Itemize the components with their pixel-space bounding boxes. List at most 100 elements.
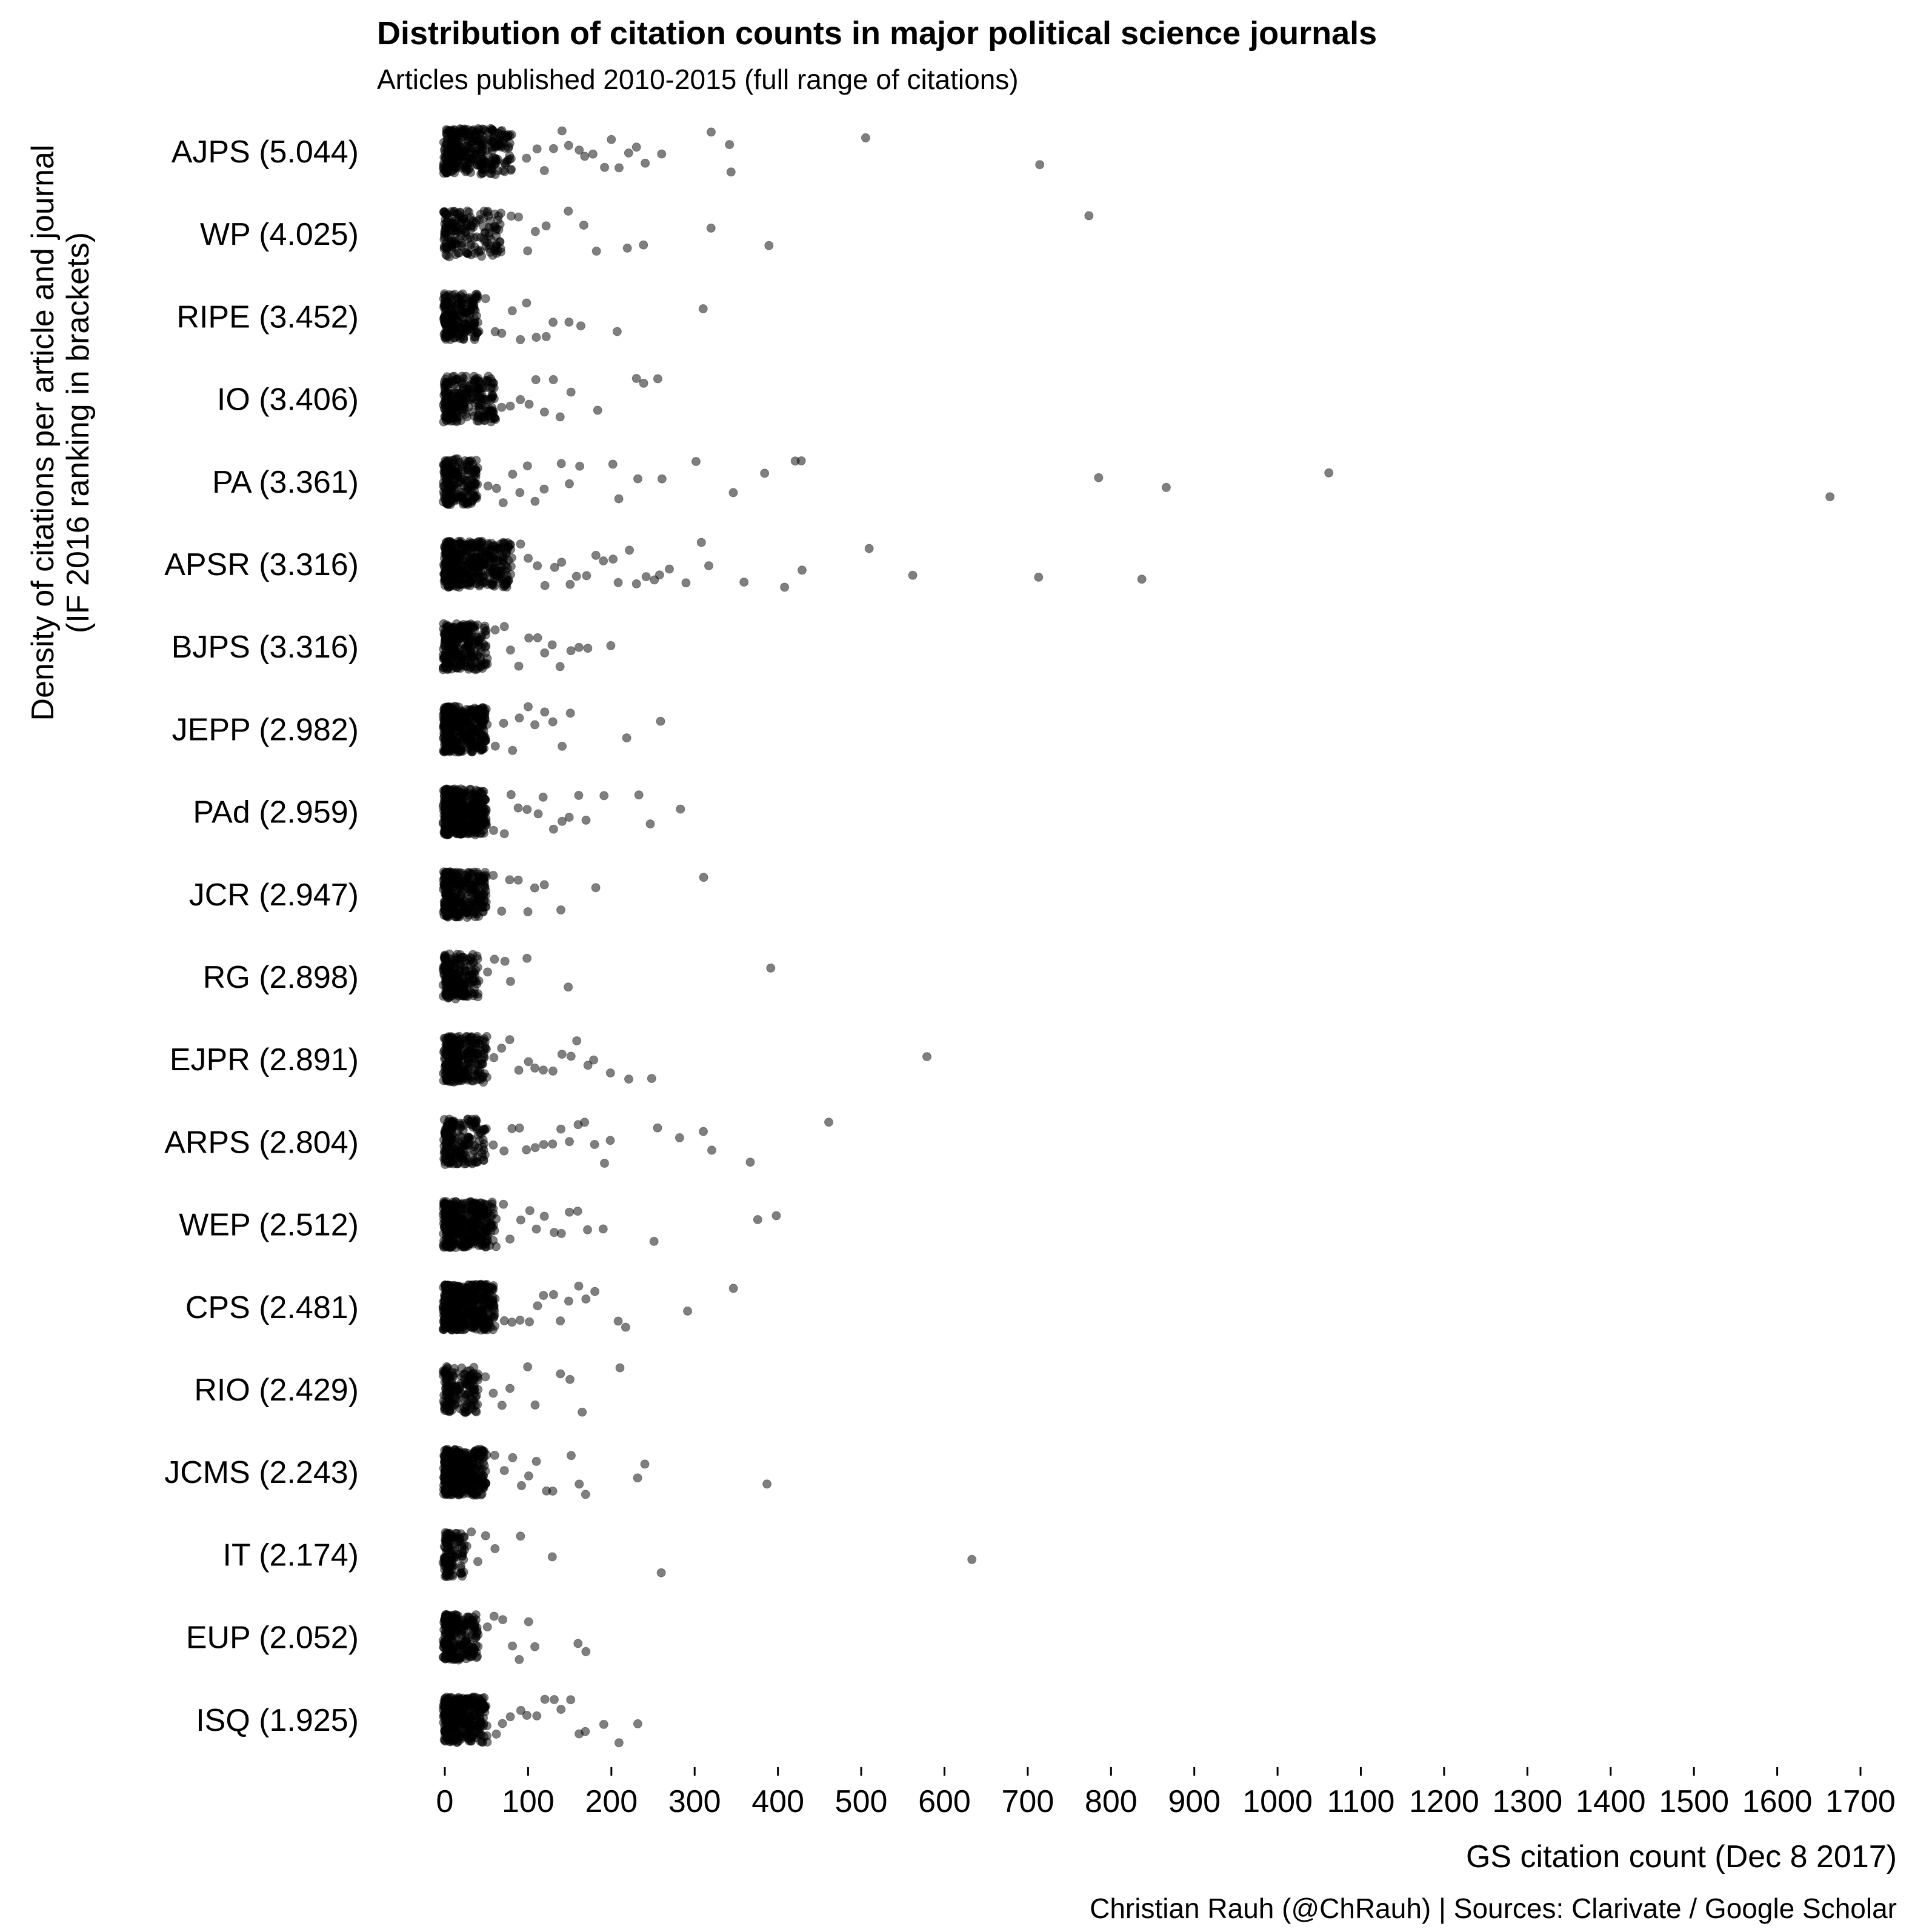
data-point — [550, 562, 559, 572]
data-point — [443, 665, 453, 675]
data-point — [606, 641, 616, 650]
data-point — [612, 327, 622, 336]
data-point — [576, 321, 585, 331]
data-point — [613, 1316, 623, 1326]
data-point — [641, 572, 651, 582]
data-point — [471, 465, 481, 475]
data-point — [500, 956, 510, 966]
data-point — [464, 1141, 473, 1150]
data-point — [631, 142, 641, 152]
data-point — [488, 1140, 498, 1150]
data-point — [613, 578, 623, 587]
data-point — [501, 130, 510, 140]
data-point — [449, 333, 459, 342]
data-point — [448, 308, 458, 318]
data-point — [455, 1381, 465, 1391]
data-point — [476, 1290, 486, 1299]
data-point — [556, 1369, 565, 1379]
data-point — [439, 1390, 449, 1400]
data-point — [564, 1296, 573, 1306]
data-point — [1084, 211, 1094, 221]
data-point — [780, 582, 790, 592]
data-point — [442, 801, 452, 811]
data-point — [449, 906, 459, 916]
data-point — [513, 803, 523, 813]
data-point — [450, 1215, 460, 1225]
data-point — [522, 298, 531, 308]
data-point — [507, 1124, 517, 1133]
data-point — [505, 1035, 515, 1045]
data-point — [439, 168, 448, 178]
data-point — [499, 1146, 509, 1156]
data-point — [447, 636, 457, 645]
data-point — [824, 1118, 833, 1127]
data-point — [565, 1374, 575, 1384]
data-point — [449, 237, 459, 247]
data-point — [474, 1241, 484, 1250]
data-point — [442, 331, 451, 341]
data-point — [439, 1200, 448, 1210]
data-point — [469, 154, 479, 164]
data-point — [471, 558, 481, 567]
data-point — [565, 708, 575, 718]
data-point — [461, 572, 471, 582]
data-point — [440, 869, 449, 879]
data-point — [461, 167, 470, 176]
data-point — [556, 1124, 565, 1134]
data-point — [470, 976, 479, 985]
data-point — [478, 809, 488, 819]
data-point — [447, 389, 456, 398]
data-point — [478, 721, 487, 730]
data-point — [530, 1063, 540, 1073]
data-point — [548, 1139, 558, 1149]
data-point — [471, 1391, 481, 1401]
data-point — [505, 540, 515, 549]
data-point — [446, 161, 456, 171]
data-point — [533, 561, 542, 571]
data-point — [564, 206, 573, 216]
data-point — [444, 724, 454, 734]
data-point — [460, 1319, 470, 1329]
data-point — [451, 984, 461, 994]
data-point — [460, 319, 470, 328]
data-point — [581, 815, 591, 825]
data-point — [564, 141, 573, 150]
data-point — [507, 553, 516, 562]
data-point — [676, 804, 685, 814]
data-point — [565, 1207, 575, 1217]
data-point — [472, 1157, 482, 1167]
data-point — [581, 1294, 591, 1304]
data-point — [443, 981, 453, 990]
data-point — [484, 566, 493, 576]
data-point — [489, 825, 498, 835]
data-point — [766, 963, 776, 973]
data-point — [622, 733, 631, 743]
data-point — [522, 153, 531, 163]
data-point — [454, 298, 463, 308]
data-point — [657, 149, 667, 159]
data-point — [1034, 572, 1044, 582]
data-point — [657, 474, 667, 484]
data-point — [565, 579, 575, 589]
data-point — [481, 648, 490, 658]
data-point — [505, 139, 515, 148]
data-point — [453, 738, 462, 748]
data-point — [488, 1388, 498, 1398]
data-point — [451, 321, 461, 331]
data-point — [556, 1228, 566, 1238]
data-point — [461, 812, 470, 822]
data-point — [525, 1206, 535, 1216]
data-point — [539, 166, 549, 175]
chart-subtitle: Articles published 2010-2015 (full range… — [377, 64, 1019, 95]
data-point — [531, 333, 541, 342]
data-point — [481, 1372, 490, 1382]
data-point — [514, 1065, 524, 1075]
data-point — [440, 1377, 450, 1387]
data-point — [922, 1052, 931, 1062]
data-point — [447, 136, 456, 146]
data-point — [726, 167, 736, 177]
data-point — [728, 1284, 738, 1293]
data-point — [771, 1211, 781, 1221]
data-point — [523, 1362, 533, 1371]
data-point — [466, 903, 475, 913]
